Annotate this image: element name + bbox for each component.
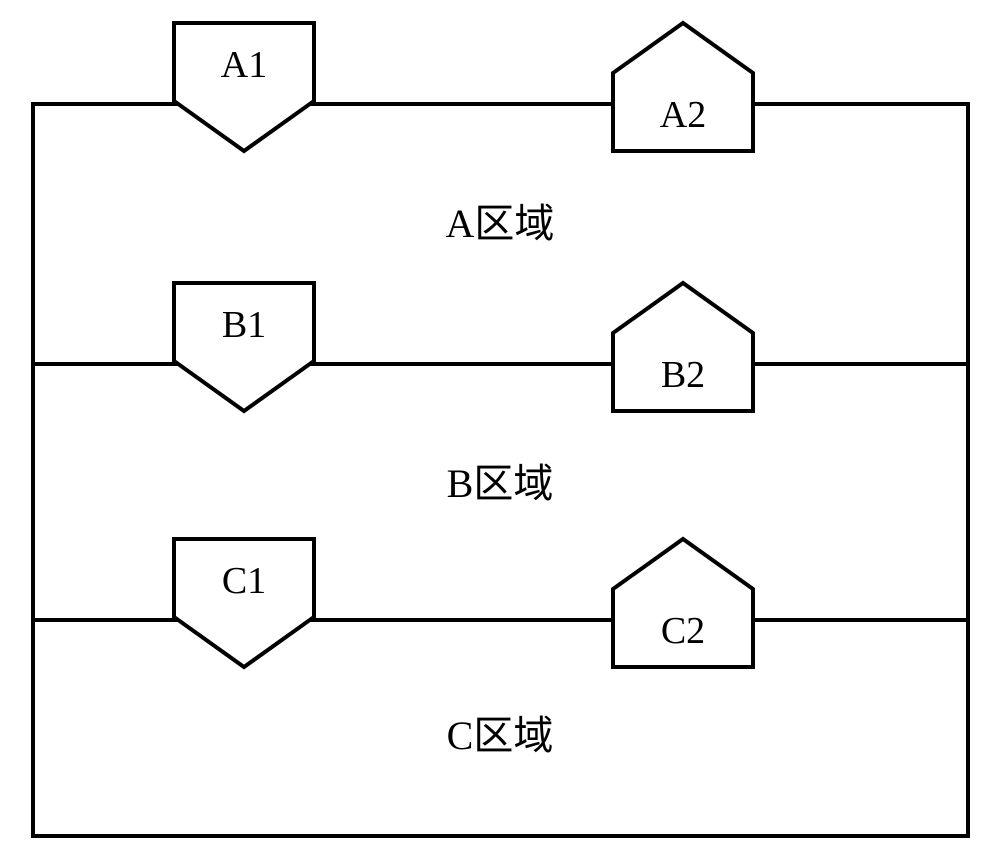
marker-c1: C1	[174, 539, 314, 667]
marker-label-a2: A2	[660, 94, 706, 136]
marker-a1: A1	[174, 23, 314, 151]
marker-shape-a1	[174, 23, 314, 151]
marker-label-b1: B1	[222, 304, 266, 346]
marker-shape-b1	[174, 283, 314, 411]
marker-label-b2: B2	[661, 354, 705, 396]
marker-label-c2: C2	[661, 610, 705, 652]
marker-label-a1: A1	[221, 44, 267, 86]
marker-shape-c1	[174, 539, 314, 667]
marker-b1: B1	[174, 283, 314, 411]
region-label-b: B区域	[447, 461, 554, 506]
region-label-a: A区域	[446, 201, 555, 246]
marker-c2: C2	[613, 539, 753, 667]
diagram-svg: A区域 B区域 C区域 A1 A2 B1 B2 C1 C2	[0, 0, 1000, 855]
marker-a2: A2	[613, 23, 753, 151]
marker-b2: B2	[613, 283, 753, 411]
marker-label-c1: C1	[222, 560, 266, 602]
region-label-c: C区域	[447, 713, 554, 758]
